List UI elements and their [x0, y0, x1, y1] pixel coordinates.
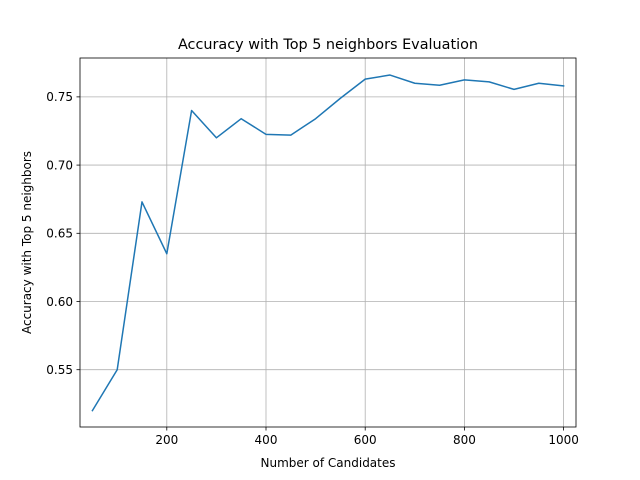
y-tick-label: 0.60: [46, 295, 73, 309]
y-tick-label: 0.55: [46, 363, 73, 377]
x-tick-label: 200: [155, 433, 178, 447]
x-tick-label: 1000: [548, 433, 579, 447]
series-line: [91, 74, 565, 412]
chart-title: Accuracy with Top 5 neighbors Evaluation: [178, 37, 478, 53]
x-axis-label: Number of Candidates: [261, 456, 396, 470]
y-axis-label: Accuracy with Top 5 neighbors: [20, 151, 34, 334]
plot-frame: [79, 57, 577, 428]
grid: [80, 58, 576, 427]
y-tick-label: 0.65: [46, 227, 73, 241]
y-tick-label: 0.75: [46, 90, 73, 104]
y-axis: 0.55 0.60 0.65 0.70 0.75: [46, 90, 80, 377]
y-tick-label: 0.70: [46, 158, 73, 172]
x-tick-label: 800: [453, 433, 476, 447]
x-axis: 200 400 600 800 1000: [155, 427, 579, 447]
x-tick-label: 400: [255, 433, 278, 447]
series-layer: [91, 74, 565, 412]
x-tick-label: 600: [354, 433, 377, 447]
